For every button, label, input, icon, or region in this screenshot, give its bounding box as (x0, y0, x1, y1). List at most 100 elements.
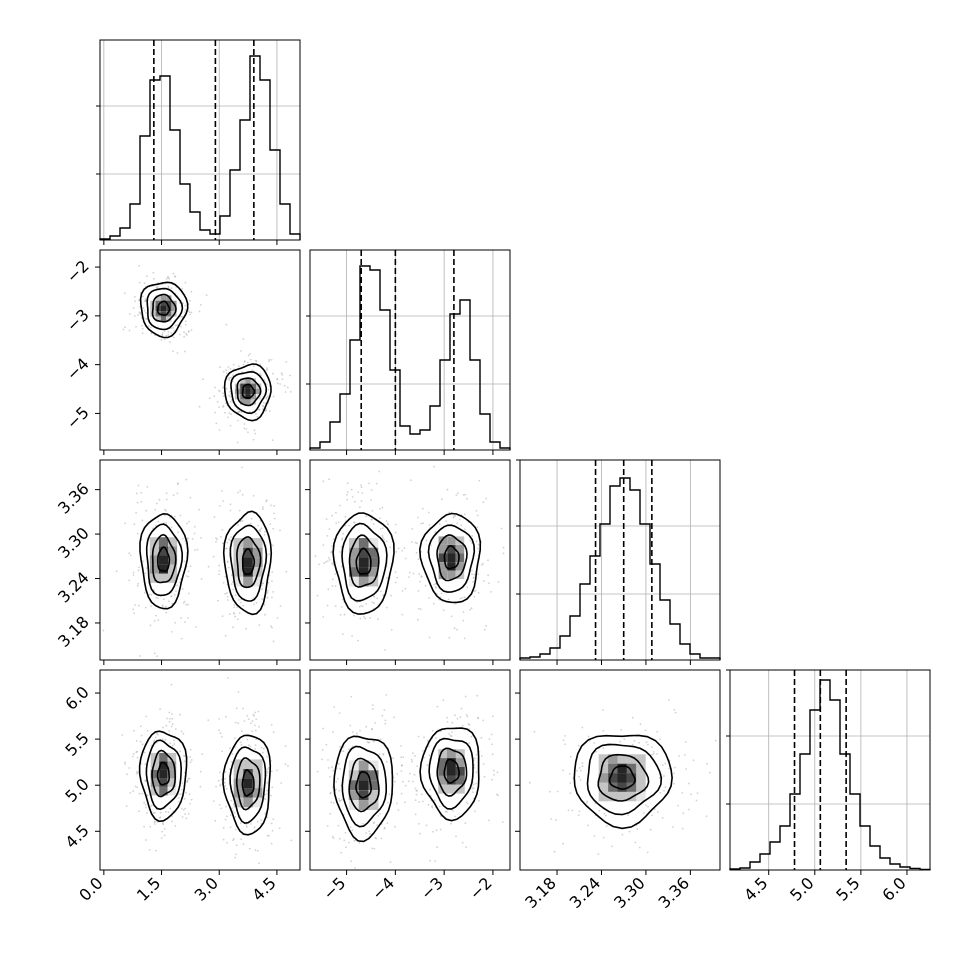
scatter-point (170, 332, 173, 334)
scatter-point (664, 762, 667, 765)
scatter-point (232, 588, 235, 591)
density-cell (252, 778, 263, 789)
scatter-point (133, 315, 136, 317)
density-cell (636, 773, 646, 783)
scatter-point (329, 792, 332, 795)
density-cell (168, 564, 178, 574)
contour-0-1-0-3 (139, 281, 189, 339)
scatter-point (238, 612, 241, 614)
scatter-point (286, 386, 289, 389)
scatter-point (234, 828, 237, 831)
scatter-point (193, 525, 196, 528)
scatter-point (152, 271, 155, 274)
scatter-point (214, 411, 217, 414)
scatter-point (266, 834, 269, 837)
scatter-point (322, 544, 325, 546)
x-tick-label-2-1: 3.24 (566, 873, 605, 912)
scatter-point (370, 518, 373, 521)
density-cell (171, 305, 177, 312)
scatter-frame-0-3 (99, 669, 301, 871)
scatter-point (187, 575, 190, 578)
scatter-point (144, 298, 147, 301)
scatter-point (141, 327, 144, 330)
scatter-point (222, 500, 225, 502)
scatter-point (658, 777, 661, 779)
scatter-point (169, 595, 172, 598)
scatter-point (643, 812, 645, 814)
scatter-point (452, 516, 455, 519)
scatter-point (270, 359, 273, 361)
scatter-point (165, 605, 167, 608)
scatter-point (143, 282, 146, 285)
scatter-point (182, 602, 185, 604)
contour-0-1-1-2 (230, 370, 267, 414)
scatter-point (271, 786, 274, 789)
scatter-point (266, 756, 269, 758)
density-cell (368, 800, 379, 810)
scatter-point (249, 522, 252, 525)
scatter-point (419, 580, 421, 583)
scatter-point (170, 526, 173, 529)
scatter-point (229, 401, 232, 403)
scatter-point (238, 599, 240, 601)
scatter-point (462, 619, 465, 622)
scatter-point (229, 539, 232, 542)
scatter-point (376, 824, 379, 827)
scatter-point (339, 551, 342, 553)
scatter-point (245, 823, 248, 826)
density-cell (243, 769, 253, 779)
scatter-point (165, 810, 167, 813)
scatter-point (221, 615, 224, 618)
scatter-point (213, 395, 216, 398)
scatter-point (226, 595, 229, 598)
scatter-point (368, 482, 370, 485)
scatter-point (577, 814, 580, 816)
scatter-point (379, 517, 381, 520)
scatter-point (586, 802, 588, 804)
scatter-point (155, 286, 158, 289)
scatter-point (170, 683, 173, 686)
scatter-point (190, 329, 193, 331)
scatter-point (254, 729, 257, 732)
scatter-point (374, 837, 377, 839)
scatter-point (653, 808, 656, 811)
scatter-point (439, 828, 442, 831)
scatter-point (402, 756, 405, 759)
scatter-point (233, 604, 236, 606)
scatter-point (422, 522, 424, 525)
scatter-point (266, 781, 268, 784)
scatter-point (339, 613, 342, 616)
scatter-point (464, 528, 466, 531)
scatter-point (167, 286, 170, 289)
scatter-point (394, 581, 397, 584)
contour-0-2-1-1 (236, 535, 262, 589)
scatter-point (497, 581, 500, 583)
scatter-point (692, 759, 695, 762)
scatter-point (234, 816, 237, 818)
scatter-point (153, 277, 155, 280)
scatter-point (243, 360, 246, 362)
scatter-point (446, 810, 448, 813)
scatter-point (461, 724, 464, 727)
scatter-point (433, 583, 435, 586)
scatter-point (228, 394, 230, 397)
scatter-point (260, 374, 262, 377)
scatter-point (389, 861, 392, 863)
scatter-point (389, 546, 391, 549)
scatter-point (475, 771, 478, 774)
scatter-point (318, 563, 320, 566)
scatter-point (202, 378, 204, 381)
scatter-point (687, 782, 690, 785)
scatter-point (251, 369, 254, 372)
scatter-point (400, 770, 403, 772)
scatter-point (222, 392, 224, 395)
scatter-point (224, 411, 226, 414)
scatter-point (137, 314, 139, 316)
scatter-point (232, 374, 235, 377)
scatter-point (448, 636, 451, 639)
density-cell (250, 388, 256, 395)
scatter-point (673, 708, 676, 711)
scatter-point (168, 720, 171, 723)
scatter-point (340, 606, 343, 608)
scatter-point (154, 736, 157, 739)
